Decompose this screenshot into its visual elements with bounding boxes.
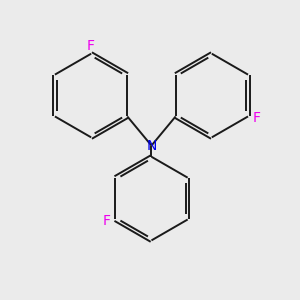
- Text: F: F: [87, 39, 95, 53]
- Text: N: N: [146, 139, 157, 153]
- Text: F: F: [252, 111, 260, 125]
- Text: F: F: [102, 214, 110, 228]
